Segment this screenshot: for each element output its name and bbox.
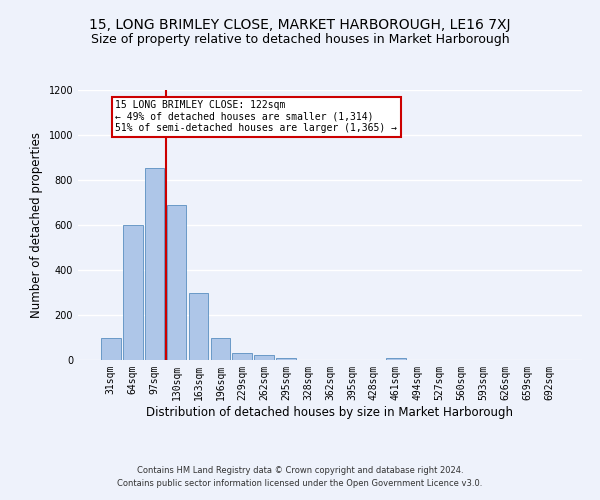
Bar bbox=[123, 225, 143, 360]
Text: Size of property relative to detached houses in Market Harborough: Size of property relative to detached ho… bbox=[91, 32, 509, 46]
Bar bbox=[188, 292, 208, 360]
Bar bbox=[145, 168, 164, 360]
Bar bbox=[254, 355, 274, 360]
Bar bbox=[232, 353, 252, 360]
X-axis label: Distribution of detached houses by size in Market Harborough: Distribution of detached houses by size … bbox=[146, 406, 514, 418]
Text: 15, LONG BRIMLEY CLOSE, MARKET HARBOROUGH, LE16 7XJ: 15, LONG BRIMLEY CLOSE, MARKET HARBOROUG… bbox=[89, 18, 511, 32]
Bar bbox=[167, 205, 187, 360]
Text: Contains HM Land Registry data © Crown copyright and database right 2024.
Contai: Contains HM Land Registry data © Crown c… bbox=[118, 466, 482, 487]
Text: 15 LONG BRIMLEY CLOSE: 122sqm
← 49% of detached houses are smaller (1,314)
51% o: 15 LONG BRIMLEY CLOSE: 122sqm ← 49% of d… bbox=[115, 100, 397, 134]
Bar bbox=[101, 338, 121, 360]
Bar bbox=[211, 338, 230, 360]
Bar bbox=[386, 358, 406, 360]
Bar bbox=[276, 358, 296, 360]
Y-axis label: Number of detached properties: Number of detached properties bbox=[30, 132, 43, 318]
